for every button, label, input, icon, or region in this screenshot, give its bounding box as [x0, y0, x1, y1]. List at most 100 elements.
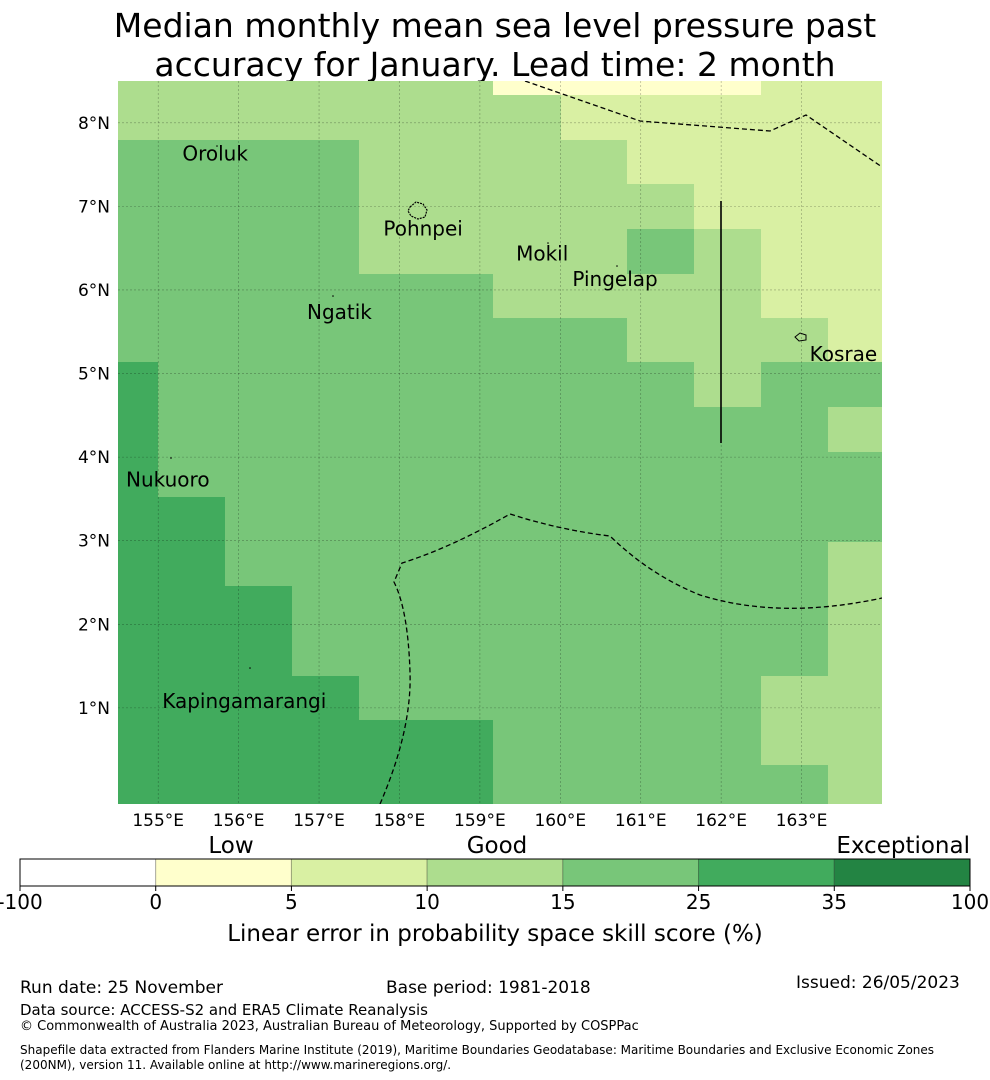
eez-boundary-north: [524, 81, 882, 168]
grid-cell: [828, 452, 882, 542]
grid-cell: [359, 140, 627, 274]
place-label: Nukuoro: [126, 467, 210, 491]
grid-cell: [493, 318, 627, 362]
base-period: Base period: 1981-2018: [386, 978, 591, 998]
grid-cell: [828, 542, 882, 804]
colorbar-swatch: [426, 858, 564, 887]
grid-cell: [694, 542, 828, 676]
lon-tick-label: 161°E: [615, 811, 667, 831]
island-dot: [547, 242, 549, 244]
colorbar-ticks: -100 0 5 10 15 25 35 100: [0, 886, 989, 914]
lon-tick-label: 162°E: [695, 811, 747, 831]
grid-cell: [561, 95, 882, 140]
grid-cell: [761, 362, 882, 407]
place-label: Pingelap: [572, 267, 657, 291]
colorbar-swatches: [19, 858, 971, 887]
grid-cell: [158, 362, 694, 497]
run-date: Run date: 25 November: [20, 978, 223, 998]
grid-cell: [761, 318, 828, 362]
place-label: Mokil: [516, 242, 568, 266]
grid-cell: [118, 362, 158, 804]
colorbar-label: Linear error in probability space skill …: [227, 921, 763, 947]
place-label: Ngatik: [307, 300, 372, 324]
grid-cell: [493, 274, 694, 318]
grid-cell: [118, 81, 561, 140]
island-dot: [616, 265, 618, 267]
colorbar: Low Good Exceptional -100 0 5 10 15 25 35 100 L…: [0, 833, 989, 947]
latitude-labels: 1°N 2°N 3°N 4°N 5°N 6°N 7°N 8°N: [78, 114, 110, 719]
lat-tick-label: 3°N: [78, 532, 110, 552]
place-label: Kapingamarangi: [162, 689, 326, 713]
grid-cell: [761, 81, 882, 95]
grid-cell: [225, 497, 694, 586]
copyright: © Commonwealth of Australia 2023, Austra…: [20, 1019, 639, 1034]
grid-cell: [761, 229, 882, 318]
colorbar-tick-label: 5: [285, 890, 298, 914]
lon-tick-label: 158°E: [374, 811, 426, 831]
lon-tick-label: 159°E: [454, 811, 506, 831]
place-label: Oroluk: [182, 141, 248, 165]
lon-tick-label: 163°E: [776, 811, 828, 831]
grid-cell: [158, 497, 225, 804]
colorbar-tick-label: 100: [951, 890, 989, 914]
lat-tick-label: 7°N: [78, 197, 110, 217]
category-good: Good: [467, 833, 528, 859]
colorbar-swatch: [290, 858, 428, 887]
island-dot: [216, 145, 218, 147]
grid-cell: [627, 184, 694, 229]
title-line-2: accuracy for January. Lead time: 2 month: [154, 45, 836, 84]
lon-tick-label: 157°E: [293, 811, 345, 831]
issued-date: Issued: 26/05/2023: [796, 973, 960, 993]
grid-cell: [761, 676, 828, 765]
grid-cell: [292, 586, 694, 676]
colorbar-swatch: [155, 858, 292, 887]
grid-cell: [493, 720, 761, 804]
grid-cell: [118, 274, 493, 362]
lat-tick-label: 6°N: [78, 281, 110, 301]
place-label: Kosrae: [810, 342, 878, 366]
island-dot: [249, 667, 251, 669]
longitude-labels: 155°E 156°E 157°E 158°E 159°E 160°E 161°E 162°E…: [132, 811, 827, 831]
colorbar-tick-label: 10: [414, 890, 439, 914]
colorbar-tick-label: 35: [822, 890, 847, 914]
data-source: Data source: ACCESS-S2 and ERA5 Climate …: [20, 1001, 428, 1019]
grid-cell: [627, 229, 694, 274]
lon-tick-label: 160°E: [534, 811, 586, 831]
grid-cell: [761, 765, 828, 804]
grid-cell: [359, 720, 493, 804]
shapefile-credit: Shapefile data extracted from Flanders M…: [20, 1043, 935, 1072]
grid-cell: [694, 184, 882, 229]
lat-tick-label: 2°N: [78, 615, 110, 635]
grid-cell: [828, 318, 882, 362]
lon-tick-label: 155°E: [132, 811, 184, 831]
colorbar-swatch: [698, 858, 835, 887]
lon-tick-label: 156°E: [213, 811, 265, 831]
island-dot: [170, 457, 172, 459]
colorbar-swatch: [19, 858, 157, 887]
category-low: Low: [208, 833, 253, 859]
lat-tick-label: 4°N: [78, 448, 110, 468]
chart-title: Median monthly mean sea level pressure p…: [0, 6, 990, 84]
grid-cell: [627, 318, 761, 362]
grid-cell: [694, 407, 828, 542]
grid-cell: [828, 407, 882, 452]
title-line-1: Median monthly mean sea level pressure p…: [113, 6, 877, 45]
eez-boundary-south: [379, 513, 882, 804]
place-label: Pohnpei: [383, 217, 463, 241]
grid-cell: [118, 140, 359, 274]
pohnpei-island-outline: [407, 201, 428, 220]
colorbar-tick-label: -100: [0, 890, 43, 914]
category-exceptional: Exceptional: [836, 833, 970, 859]
colorbar-swatch: [562, 858, 700, 887]
colorbar-swatch: [833, 858, 971, 887]
lat-tick-label: 5°N: [78, 365, 110, 385]
grid-cell: [292, 676, 359, 804]
colorbar-tick-label: 15: [550, 890, 575, 914]
kosrae-island-outline: [794, 332, 807, 342]
grid-cell: [493, 81, 761, 95]
grid-cell: [694, 362, 761, 407]
skill-grid: [118, 81, 882, 804]
